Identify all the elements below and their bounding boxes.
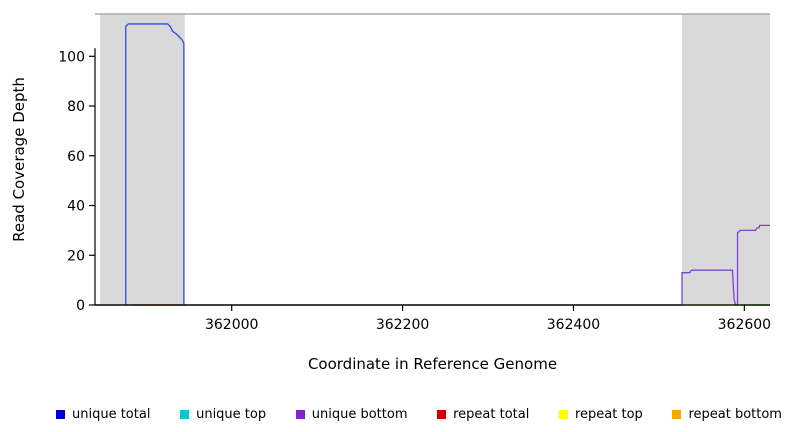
- legend-label: unique bottom: [311, 407, 408, 422]
- legend-swatch-icon: [672, 410, 682, 419]
- legend-item-repeat-top: repeat top: [559, 407, 643, 422]
- x-tick-label: 362000: [205, 317, 258, 333]
- legend-label: repeat bottom: [688, 407, 782, 422]
- y-tick-label: 0: [76, 298, 85, 314]
- legend-item-unique-top: unique top: [180, 407, 266, 422]
- series-unique-total: [125, 23, 185, 305]
- legend-swatch-icon: [295, 410, 305, 419]
- x-tick-label: 362200: [376, 317, 429, 333]
- y-tick-label: 40: [67, 199, 85, 215]
- legend-swatch-icon: [437, 410, 447, 419]
- series-unique-bottom: [95, 224, 770, 306]
- x-tick-label: 362600: [718, 317, 771, 333]
- legend-item-unique-bottom: unique bottom: [295, 407, 408, 422]
- shaded-region-0: [100, 14, 185, 305]
- legend-item-repeat-bottom: repeat bottom: [672, 407, 782, 422]
- plot-legend: unique total unique top unique bottom repea…: [0, 407, 792, 422]
- y-tick-label: 100: [58, 49, 85, 65]
- x-tick-label: 362400: [547, 317, 600, 333]
- legend-swatch-icon: [559, 410, 568, 419]
- coverage-plot-svg: 362000 362200 362400 362600 0 20 40 60 80 100 Coor…: [10, 13, 771, 373]
- y-tick-label: 20: [67, 248, 85, 264]
- legend-label: repeat top: [575, 407, 643, 422]
- legend-item-repeat-total: repeat total: [437, 407, 529, 422]
- legend-label: repeat total: [453, 407, 530, 422]
- y-tick-label: 60: [67, 149, 85, 165]
- shaded-region-1: [681, 14, 770, 305]
- legend-label: unique top: [196, 407, 267, 422]
- legend-swatch-icon: [56, 410, 65, 419]
- y-axis-title: Read Coverage Depth: [10, 77, 28, 242]
- legend-label: unique total: [72, 407, 151, 422]
- x-axis-title: Coordinate in Reference Genome: [308, 355, 557, 373]
- legend-item-unique-total: unique total: [56, 407, 150, 422]
- y-tick-label: 80: [67, 99, 85, 115]
- legend-swatch-icon: [180, 410, 190, 419]
